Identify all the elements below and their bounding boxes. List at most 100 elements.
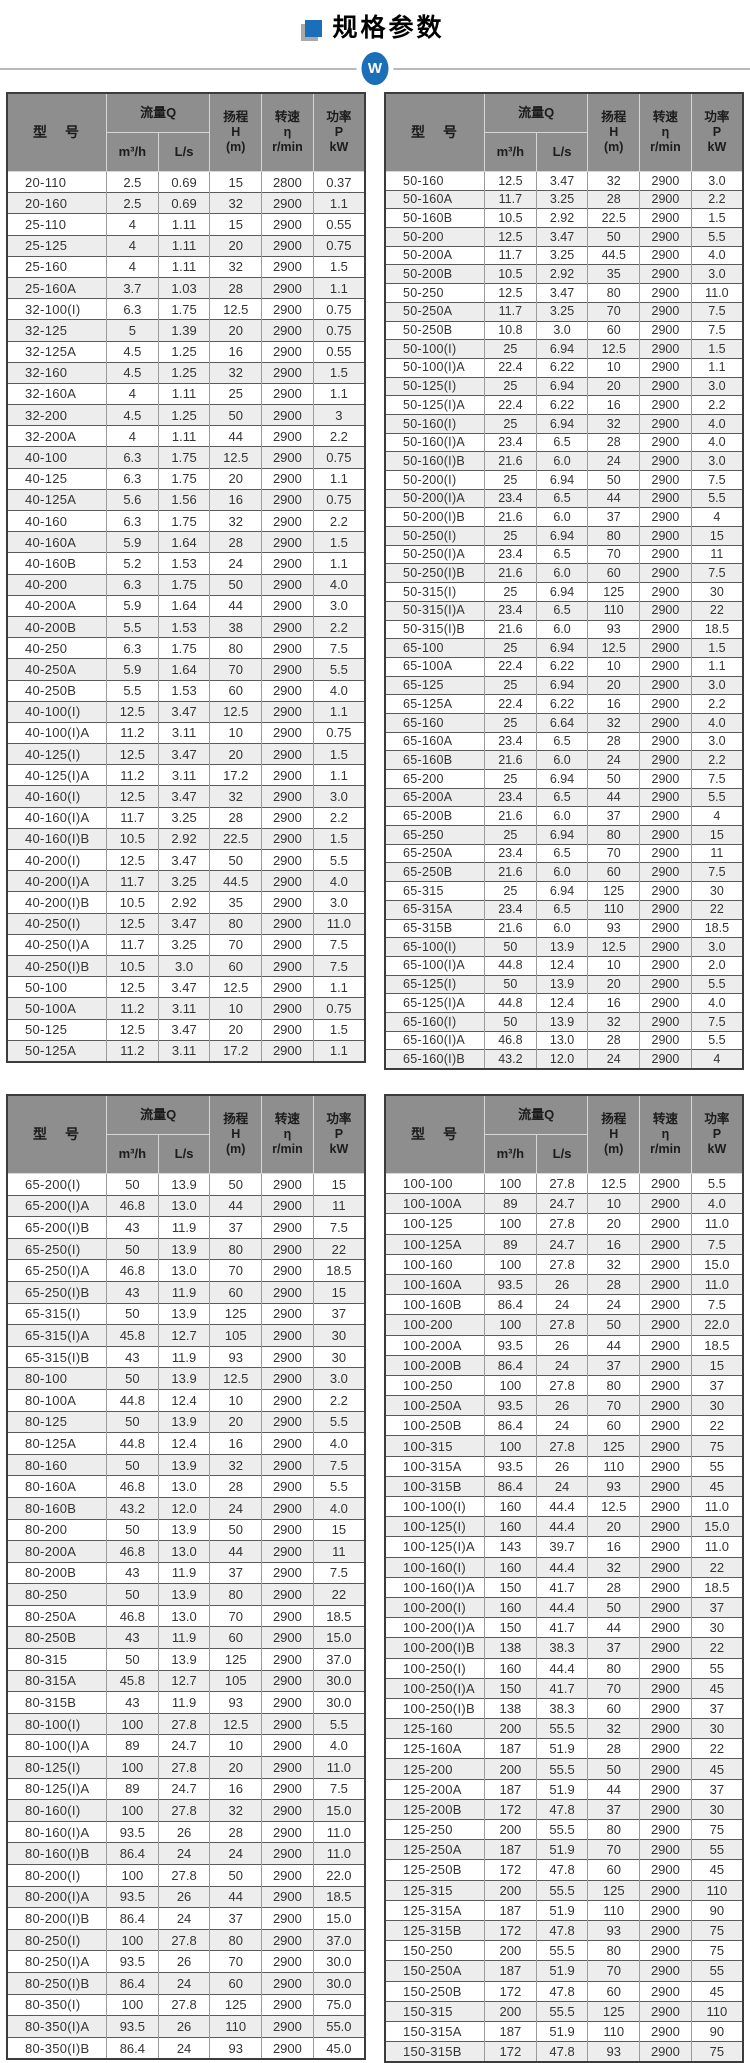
- value-cell: 12.5: [106, 700, 159, 723]
- table-row: 100-200(I) 160 44.4 50 2900 37: [384, 1596, 744, 1618]
- model-cell: 80-100(I): [6, 1712, 108, 1735]
- value-cell: 60: [587, 1859, 641, 1881]
- value-cell: 18.5: [312, 1259, 366, 1282]
- model-cell: 80-200(I): [6, 1864, 108, 1887]
- value-cell: 45.0: [312, 2036, 366, 2060]
- value-cell: 2900: [261, 1367, 314, 1390]
- value-cell: 26: [157, 1950, 211, 1973]
- value-cell: 1.1: [312, 1039, 366, 1062]
- table-row: 40-160A 5.9 1.64 28 2900 1.5: [6, 531, 366, 553]
- value-cell: 2900: [639, 918, 692, 938]
- value-cell: 1.5: [312, 1018, 366, 1041]
- model-cell: 50-160: [384, 171, 486, 191]
- model-cell: 100-250A: [384, 1395, 486, 1416]
- table-row: 50-160A 11.7 3.25 28 2900 2.2: [384, 189, 744, 209]
- value-cell: 41.7: [535, 1576, 589, 1598]
- spec-table-top-left-body: 20-110 2.5 0.69 15 2800 0.37 20-160 2.5 0.69 32 29…: [6, 170, 366, 1062]
- value-cell: 11.9: [157, 1216, 211, 1239]
- value-cell: 38.3: [535, 1697, 589, 1719]
- value-cell: 100: [484, 1374, 537, 1396]
- value-cell: 47.8: [535, 1919, 589, 1941]
- table-row: 80-315A 45.8 12.7 105 2900 30.0: [6, 1669, 366, 1692]
- table-row: 65-100(I) 50 13.9 12.5 2900 3.0: [384, 937, 744, 957]
- col-header-speed: 转速 η r/min: [261, 92, 314, 172]
- value-cell: 3.47: [157, 912, 211, 935]
- model-cell: 125-200: [384, 1758, 486, 1780]
- model-cell: 125-200A: [384, 1778, 486, 1800]
- table-row: 150-250A 187 51.9 70 2900 55: [384, 1960, 744, 1981]
- value-cell: 2.92: [535, 208, 589, 228]
- model-cell: 50-100(I)A: [384, 357, 486, 378]
- value-cell: 46.8: [106, 1604, 159, 1627]
- value-cell: 46.8: [106, 1540, 159, 1563]
- table-row: 65-160(I)A 46.8 13.0 28 2900 5.5: [384, 1030, 744, 1050]
- value-cell: 39.7: [535, 1536, 589, 1558]
- col-header-power: 功率 P kW: [690, 92, 744, 172]
- model-cell: 100-250(I)B: [384, 1697, 486, 1719]
- value-cell: 6.0: [535, 750, 589, 770]
- value-cell: 4.0: [690, 413, 744, 434]
- table-row: 80-200(I)B 86.4 24 37 2900 15.0: [6, 1907, 366, 1930]
- value-cell: 50: [106, 1410, 159, 1433]
- model-cell: 20-110: [6, 170, 108, 193]
- value-cell: 7.5: [312, 1216, 366, 1239]
- value-cell: 21.6: [484, 619, 537, 639]
- model-cell: 40-200: [6, 573, 108, 596]
- value-cell: 24: [209, 552, 263, 575]
- value-cell: 70: [209, 1604, 263, 1627]
- value-cell: 6.94: [535, 376, 589, 396]
- value-cell: 160: [484, 1516, 537, 1537]
- col-header-power: 功率 P kW: [312, 1094, 366, 1174]
- value-cell: 5.5: [106, 679, 159, 702]
- value-cell: 50: [209, 1518, 263, 1541]
- value-cell: 0.37: [312, 170, 366, 193]
- value-cell: 2900: [639, 1415, 692, 1436]
- model-cell: 150-315B: [384, 2041, 486, 2063]
- table-header: 型 号 流量Q 扬程 H (m) 转速 η r/min 功率 P kW m³/h…: [384, 92, 744, 172]
- value-cell: 2.2: [312, 425, 366, 447]
- value-cell: 2.92: [157, 891, 211, 914]
- value-cell: 70: [209, 933, 263, 956]
- value-cell: 41.7: [535, 1677, 589, 1699]
- value-cell: 24: [587, 1049, 641, 1069]
- value-cell: 28: [587, 731, 641, 751]
- table-row: 65-125(I)A 44.8 12.4 16 2900 4.0: [384, 993, 744, 1013]
- model-cell: 80-350(I)A: [6, 2015, 108, 2038]
- table-row: 25-125 4 1.11 20 2900 0.75: [6, 234, 366, 257]
- model-cell: 65-125(I)A: [384, 993, 486, 1013]
- value-cell: 50: [106, 1367, 159, 1390]
- value-cell: 10.8: [484, 320, 537, 340]
- value-cell: 5.5: [690, 488, 744, 508]
- value-cell: 6.0: [535, 563, 589, 583]
- model-cell: 65-315B: [384, 918, 486, 938]
- value-cell: 2900: [261, 1950, 314, 1973]
- value-cell: 4.5: [106, 340, 159, 363]
- model-cell: 65-200A: [384, 787, 486, 807]
- value-cell: 6.22: [535, 395, 589, 415]
- model-cell: 80-250A: [6, 1604, 108, 1627]
- value-cell: 93.5: [484, 1334, 537, 1356]
- value-cell: 1.53: [157, 552, 211, 575]
- table-row: 50-100(I) 25 6.94 12.5 2900 1.5: [384, 339, 744, 359]
- value-cell: 100: [484, 1253, 537, 1275]
- value-cell: 1.75: [157, 298, 211, 320]
- value-cell: 7.5: [690, 862, 744, 882]
- table-row: 32-200 4.5 1.25 50 2900 3: [6, 404, 366, 426]
- model-cell: 100-160(I): [384, 1556, 486, 1578]
- value-cell: 32: [209, 1799, 263, 1822]
- value-cell: 3.11: [157, 1039, 211, 1062]
- model-cell: 100-250: [384, 1374, 486, 1396]
- value-cell: 3.47: [157, 848, 211, 871]
- value-cell: 2900: [639, 955, 692, 976]
- value-cell: 50: [209, 1864, 263, 1887]
- table-row: 40-250B 5.5 1.53 60 2900 4.0: [6, 679, 366, 702]
- value-cell: 10.5: [484, 264, 537, 284]
- value-cell: 6.5: [535, 787, 589, 807]
- value-cell: 3.47: [157, 1018, 211, 1041]
- model-cell: 100-250(I): [384, 1657, 486, 1679]
- value-cell: 125: [209, 1648, 263, 1671]
- table-row: 65-100A 22.4 6.22 10 2900 1.1: [384, 656, 744, 677]
- value-cell: 2900: [261, 933, 314, 956]
- col-header-flow: 流量Q: [484, 1094, 589, 1135]
- value-cell: 4.0: [312, 1432, 366, 1455]
